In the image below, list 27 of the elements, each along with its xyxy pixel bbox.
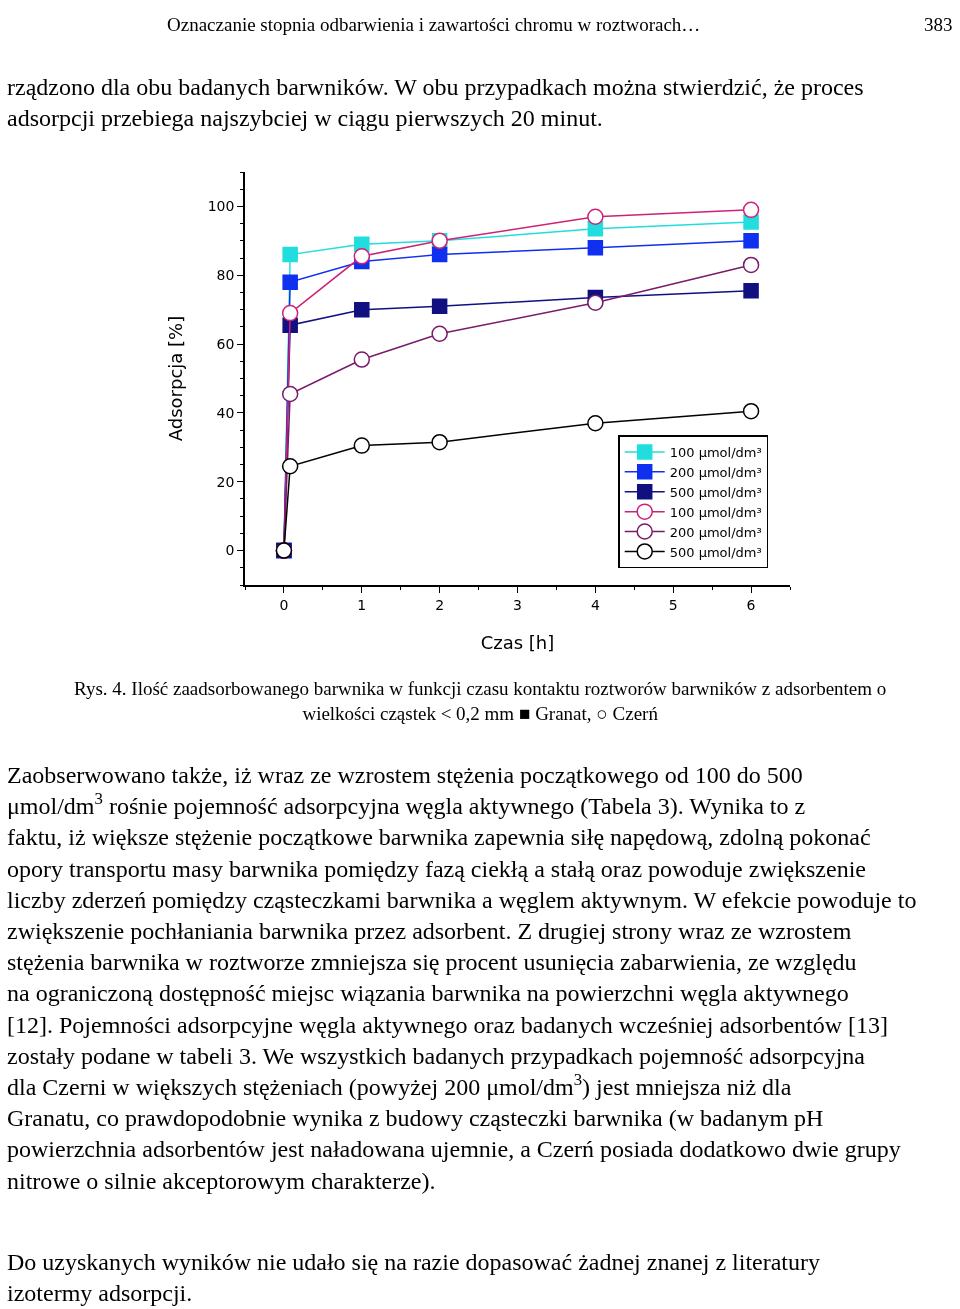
y-tick-label: 100 — [207, 198, 235, 215]
y-tick-label: 20 — [216, 473, 235, 490]
legend-label: 500 μmol/dm³ — [669, 544, 762, 560]
y-tick-label: 80 — [216, 267, 235, 284]
legend-label: 100 μmol/dm³ — [669, 504, 762, 520]
y-axis-title: Adsorpcja [%] — [165, 315, 187, 442]
y-tick-label: 60 — [216, 335, 235, 352]
text: rządzono dla obu badanych barwników. W obu przypadkach można stwierdzić, że proces adsorpcji przebiega najszybciej w ciągu pierwszych 20 minut. — [7, 74, 864, 132]
x-tick-label: 4 — [590, 596, 600, 613]
x-tick-label: 0 — [279, 596, 289, 613]
legend-label: 100 μmol/dm³ — [669, 445, 762, 460]
text: Zaobserwowano także, iż wraz ze wzrostem stężenia początkowego od 100 do 500 μmol/dm$^{3}$ rośnie pojemność adsorpcyjna węgla aktywnego (Tabela 3). Wynika to z faktu, iż większe stężenie początkowe barwnika zapewnia siłę napędową, zdolną pokonać opory transportu masy barwnika pomiędzy fazą ciekłą a stałą oraz powoduje zwiększenie liczby zderzeń pomiędzy cząsteczkami barwnika a węglem aktywnym. W efekcie powoduje to zwiększenie pochłaniania barwnika przez adsorbent. Z drugiej strony wraz ze wzrostem stężenia barwnika w roztworze zmniejsza się procent usunięcia zabarwienia, ze względu na ograniczoną dostępność miejsc wiązania barwnika na powierzchni węgla aktywnego [12]. Pojemności adsorpcyjne węgla aktywnego oraz badanych wcześniej adsorbentów [13] zostały podane w tabeli 3. We wszystkich badanych przypadkach pojemność adsorpcyjna dla Czerni w większych stężeniach (powyżej 200 μmol/dm$^{3}$) jest mniejsza niż dla Granatu, co prawdopodobnie wynika z budowy cząsteczki barwnika (w badanym pH powierzchnia adsorbentów jest naładowana ujemnie, a Czerń posiada dodatkowo dwie grupy nitrowe o silnie akceptorowym charakterze). — [7, 762, 917, 1194]
text: Oznaczanie stopnia odbarwienia i zawartości chromu w roztworach… — [167, 14, 701, 35]
x-axis-title: Czas [h] — [480, 632, 555, 654]
y-tick-label: 40 — [216, 404, 235, 421]
x-tick-label: 5 — [668, 596, 678, 613]
legend-label: 200 μmol/dm³ — [669, 464, 762, 480]
legend-label: 500 μmol/dm³ — [669, 484, 762, 500]
x-tick-label: 3 — [513, 596, 522, 613]
text: Do uzyskanych wyników nie udało się na razie dopasować żadnej znanej z literatury izotermy adsorpcji. — [7, 1249, 821, 1307]
x-tick-label: 1 — [357, 596, 367, 613]
x-tick-label: 6 — [746, 596, 756, 613]
y-tick-label: 0 — [225, 542, 235, 559]
text: Rys. 4. Ilość zaadsorbowanego barwnika w funkcji czasu kontaktu roztworów barwników z adsorbentem o wielkości cząstek < 0,2 mm ■ Granat, ○ Czerń — [74, 678, 887, 724]
legend-label: 200 μmol/dm³ — [669, 524, 762, 540]
x-tick-label: 2 — [435, 596, 445, 613]
text: 383 — [924, 14, 953, 35]
